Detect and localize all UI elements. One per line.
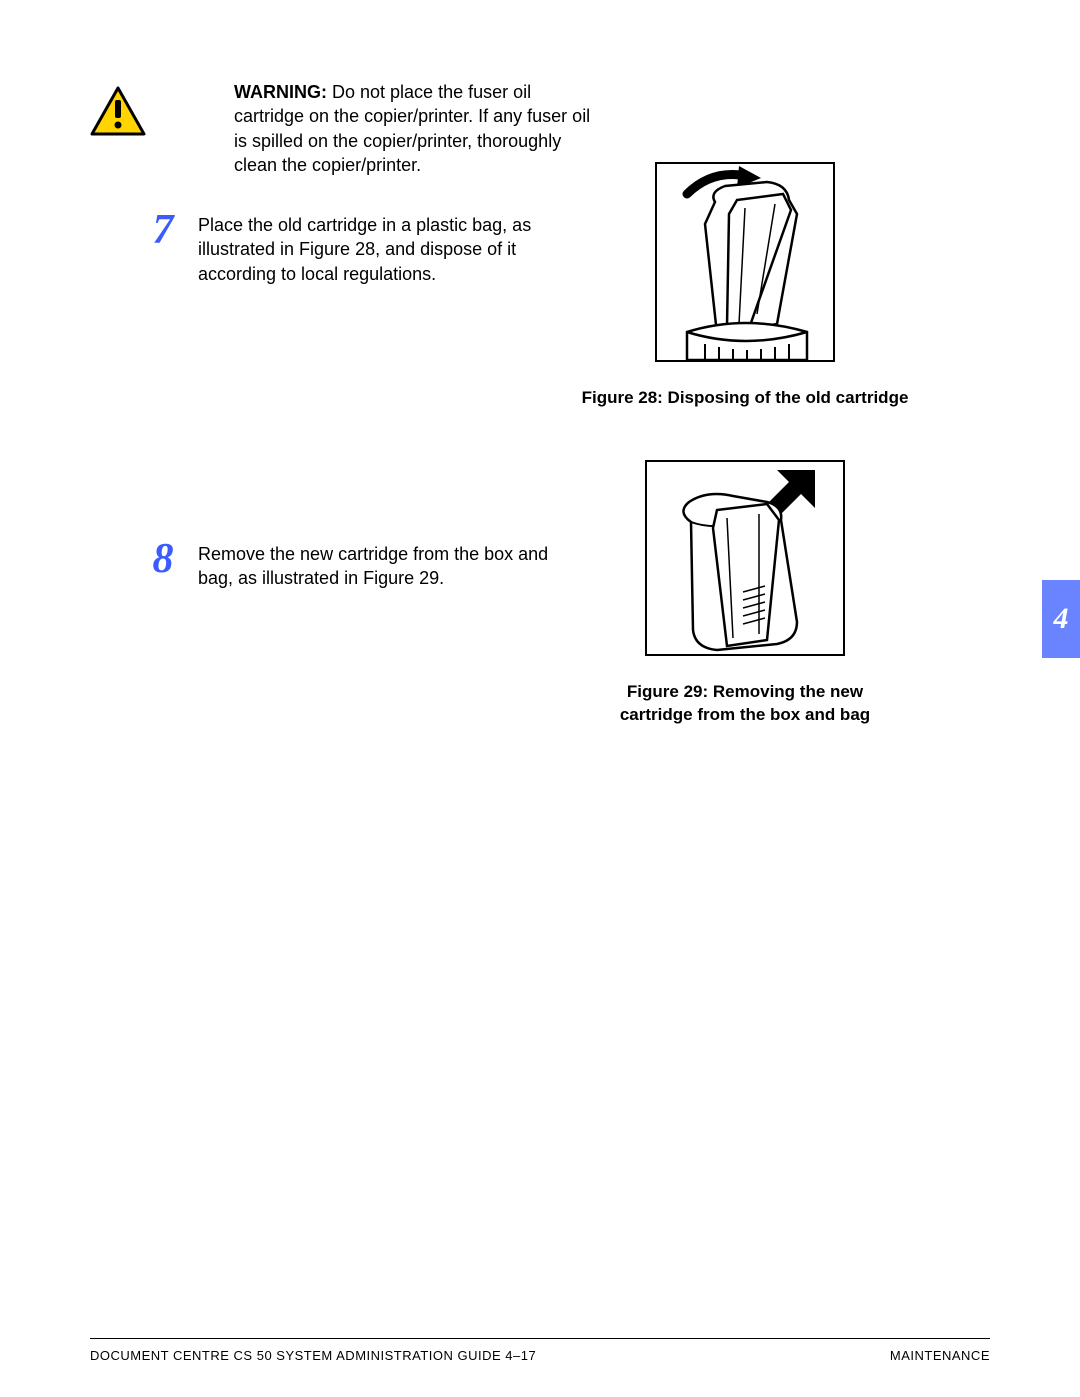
footer-divider <box>90 1338 990 1339</box>
figure-29-block: Figure 29: Removing the new cartridge fr… <box>580 460 910 727</box>
figure-29-image <box>645 460 845 656</box>
warning-label: WARNING: <box>234 82 327 102</box>
chapter-tab: 4 <box>1042 580 1080 658</box>
step-number: 8 <box>128 536 198 580</box>
footer-right: MAINTENANCE <box>890 1348 990 1363</box>
warning-icon <box>90 86 146 136</box>
figure-28-caption: Figure 28: Disposing of the old cartridg… <box>580 387 910 410</box>
step-text: Remove the new cartridge from the box an… <box>198 536 568 591</box>
footer-left: DOCUMENT CENTRE CS 50 SYSTEM ADMINISTRAT… <box>90 1348 536 1363</box>
figure-29-caption: Figure 29: Removing the new cartridge fr… <box>595 681 895 727</box>
figure-28-block: Figure 28: Disposing of the old cartridg… <box>580 162 910 410</box>
step-number: 7 <box>128 207 198 251</box>
figure-28-image <box>655 162 835 362</box>
warning-text: WARNING: Do not place the fuser oil cart… <box>234 80 594 177</box>
page-footer: DOCUMENT CENTRE CS 50 SYSTEM ADMINISTRAT… <box>90 1348 990 1363</box>
document-page: WARNING: Do not place the fuser oil cart… <box>0 0 1080 1397</box>
step-text: Place the old cartridge in a plastic bag… <box>198 207 568 286</box>
